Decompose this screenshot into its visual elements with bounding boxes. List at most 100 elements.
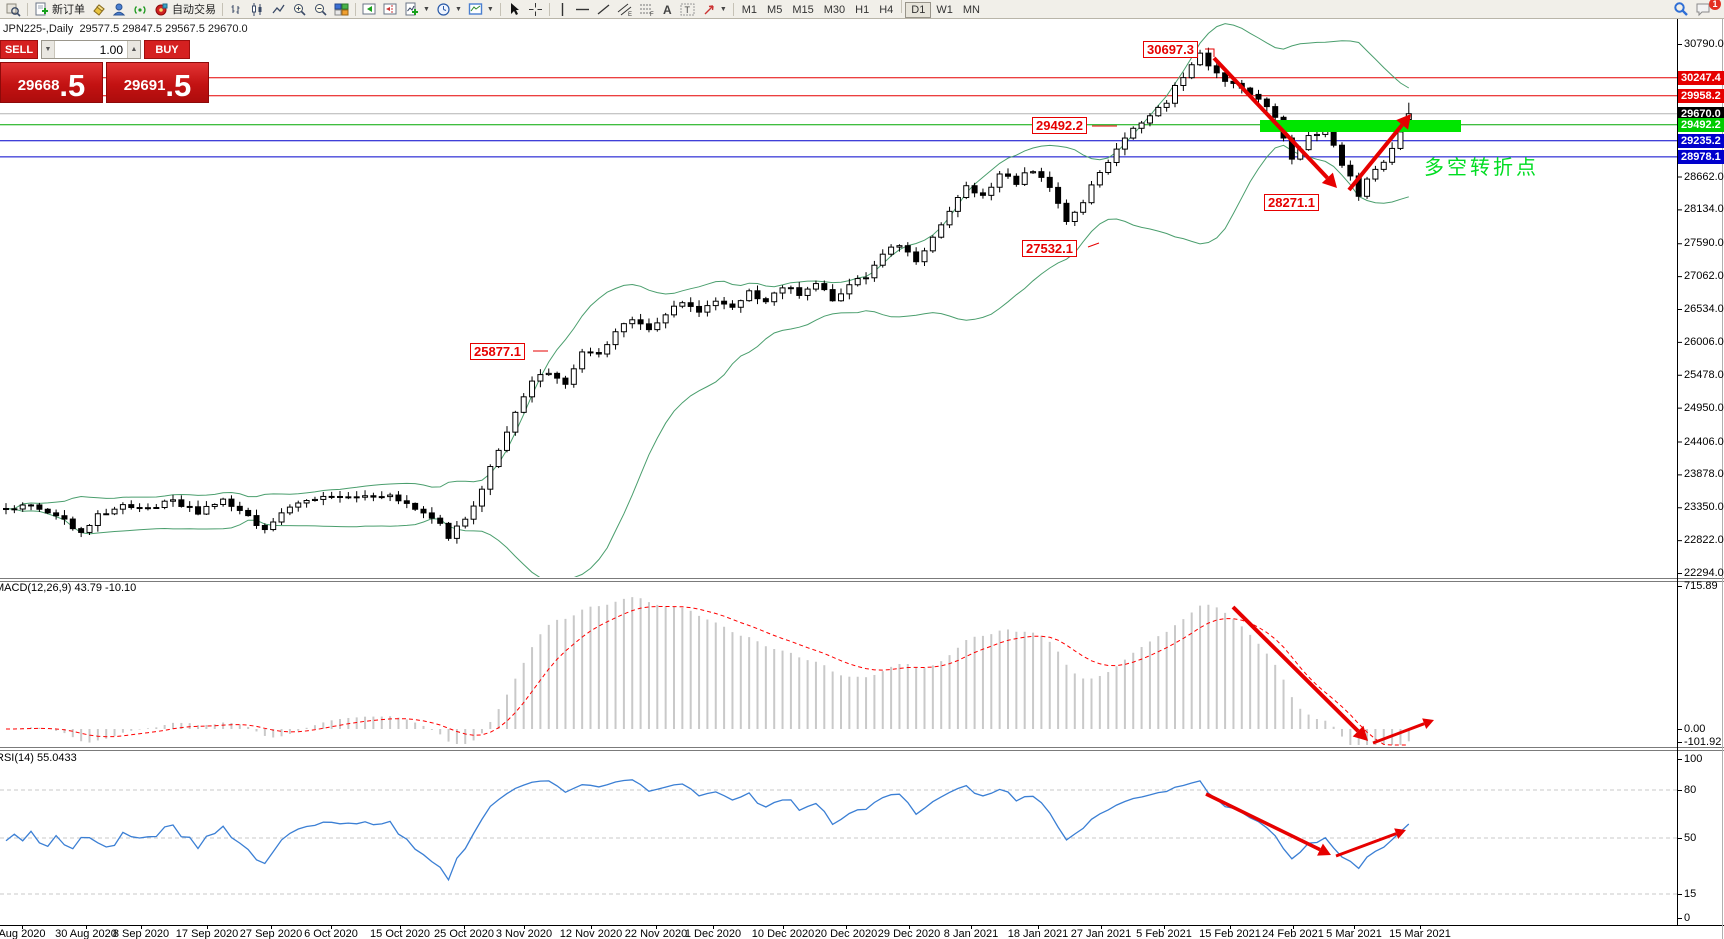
- add-indicator-dropdown[interactable]: ▼: [401, 1, 433, 18]
- price-axis-tick: 30790.0: [1684, 38, 1724, 50]
- price-level-badge: 28978.1: [1678, 149, 1724, 164]
- price-axis-tick: 28662.0: [1684, 170, 1724, 183]
- price-annotation-label[interactable]: 28271.1: [1264, 194, 1319, 211]
- text-label-tool[interactable]: T: [677, 1, 699, 18]
- buy-button[interactable]: BUY: [144, 40, 190, 59]
- zoom-out-icon: [315, 3, 327, 16]
- main-chart-layer: [0, 23, 1677, 577]
- support-zone-band[interactable]: [1260, 120, 1461, 132]
- bar-chart-mode-button[interactable]: [226, 1, 247, 18]
- text-tool[interactable]: A: [658, 1, 677, 18]
- date-axis-label: 10 Dec 2020: [751, 928, 815, 939]
- vertical-line-icon: [561, 2, 564, 16]
- autotrade-button[interactable]: 自动交易: [151, 1, 219, 18]
- timeframe-m1[interactable]: M1: [741, 4, 758, 16]
- price-annotation-label[interactable]: 29492.2: [1032, 117, 1087, 134]
- timeframe-m30[interactable]: M30: [823, 4, 846, 16]
- fibonacci-tool[interactable]: F: [636, 1, 658, 18]
- rsi-scale-label: 80: [1684, 784, 1697, 796]
- timeframe-d1[interactable]: D1: [905, 2, 932, 18]
- trend-arrow[interactable]: [1347, 123, 1404, 192]
- svg-text:E: E: [628, 12, 632, 17]
- new-order-button[interactable]: 新订单: [31, 1, 88, 18]
- volume-increase-button[interactable]: ▲: [127, 41, 140, 58]
- history-center-button[interactable]: [3, 1, 24, 18]
- volume-decrease-button[interactable]: ▼: [42, 41, 55, 58]
- timeframe-mn[interactable]: MN: [962, 4, 980, 16]
- rsi-scale-label: 0: [1684, 912, 1691, 924]
- sell-price-box[interactable]: 29668.5: [0, 62, 103, 103]
- period-dropdown[interactable]: ▼: [433, 1, 465, 18]
- template-icon: [468, 2, 483, 15]
- equidistant-channel-tool[interactable]: E: [614, 1, 636, 18]
- vertical-line-tool[interactable]: [553, 1, 572, 18]
- chat-button[interactable]: 1: [1692, 0, 1721, 18]
- timeframe-h1[interactable]: H1: [855, 4, 870, 16]
- trend-arrow[interactable]: [1212, 56, 1329, 180]
- price-annotation-label[interactable]: 27532.1: [1022, 240, 1077, 257]
- chart-shift-button[interactable]: [380, 1, 401, 18]
- auto-scroll-button[interactable]: [359, 1, 380, 18]
- price-axis-tick: 23878.0: [1684, 468, 1724, 481]
- signals-button[interactable]: [130, 1, 151, 18]
- bollinger-lower-band: [5, 144, 1409, 577]
- rsi-panel-layer: [0, 779, 1677, 895]
- trendline-tool[interactable]: [593, 1, 614, 18]
- profile-icon: [112, 3, 126, 15]
- volume-input[interactable]: 1.00: [99, 43, 123, 57]
- date-axis-label: 20 Dec 2020: [814, 928, 878, 939]
- date-axis-label: 18 Jan 2021: [1007, 928, 1069, 939]
- line-chart-mode-button[interactable]: [268, 1, 289, 18]
- date-axis-label: 15 Mar 2021: [1389, 928, 1451, 939]
- macd-scale-label: 0.00: [1684, 723, 1706, 735]
- date-axis-label: 27 Sep 2020: [239, 928, 303, 939]
- price-axis-tick: 26534.0: [1684, 303, 1724, 315]
- search-button[interactable]: [1670, 1, 1692, 18]
- trend-arrow[interactable]: [1335, 832, 1397, 858]
- price-level-badge: 29492.2: [1678, 117, 1724, 132]
- rsi-scale-label: 15: [1684, 888, 1697, 900]
- timeframe-h4[interactable]: H4: [879, 4, 894, 16]
- price-axis-tick: 25478.0: [1684, 368, 1724, 381]
- chevron-down-icon: ▼: [719, 5, 727, 13]
- tile-windows-icon: [334, 3, 349, 15]
- horizontal-line-tool[interactable]: [572, 1, 593, 18]
- zoom-in-button[interactable]: [289, 1, 310, 18]
- date-axis-label: 8 Jan 2021: [943, 928, 999, 939]
- timeframe-m15[interactable]: M15: [792, 4, 814, 16]
- cursor-tool-button[interactable]: [504, 1, 525, 18]
- zoom-out-button[interactable]: [310, 1, 331, 18]
- crosshair-tool-button[interactable]: [525, 1, 546, 18]
- trend-arrow[interactable]: [1372, 722, 1425, 745]
- rsi-scale-label: 100: [1684, 753, 1703, 765]
- macd-scale-label: -101.92: [1684, 736, 1722, 748]
- price-axis-tick: 28134.0: [1684, 203, 1724, 216]
- sell-button[interactable]: SELL: [0, 40, 38, 59]
- timeframe-w1[interactable]: W1: [936, 4, 953, 16]
- price-axis-tick: 24950.0: [1684, 401, 1724, 414]
- volume-stepper: ▼ 1.00 ▲: [41, 40, 141, 59]
- new-order-label: 新订单: [52, 4, 85, 16]
- macd-scale-label: 715.89: [1684, 580, 1718, 592]
- buy-price-box[interactable]: 29691.5: [106, 62, 209, 103]
- timeframe-m5[interactable]: M5: [767, 4, 783, 16]
- macd-indicator-label: MACD(12,26,9) 43.79 -10.10: [0, 582, 137, 594]
- chevron-down-icon: ▼: [486, 5, 494, 13]
- price-annotation-label[interactable]: 25877.1: [470, 343, 525, 360]
- price-axis-tick: 27590.0: [1684, 237, 1724, 250]
- tile-windows-button[interactable]: [331, 1, 352, 18]
- candle-chart-mode-button[interactable]: [247, 1, 268, 18]
- price-annotation-label[interactable]: 30697.3: [1143, 41, 1198, 58]
- trend-arrow[interactable]: [1205, 792, 1321, 852]
- text-label-icon: T: [680, 3, 695, 15]
- trend-arrow[interactable]: [1231, 605, 1360, 733]
- template-dropdown[interactable]: ▼: [465, 1, 497, 18]
- date-axis-label: Aug 2020: [0, 928, 46, 939]
- date-axis-label: 24 Feb 2021: [1262, 928, 1324, 939]
- styler-button[interactable]: [88, 1, 109, 18]
- arrows-dropdown[interactable]: ▼: [699, 1, 730, 18]
- chart-note-text: 多空转折点: [1424, 157, 1539, 179]
- date-axis-label: 30 Aug 2020: [55, 928, 117, 939]
- profile-button[interactable]: [109, 1, 130, 18]
